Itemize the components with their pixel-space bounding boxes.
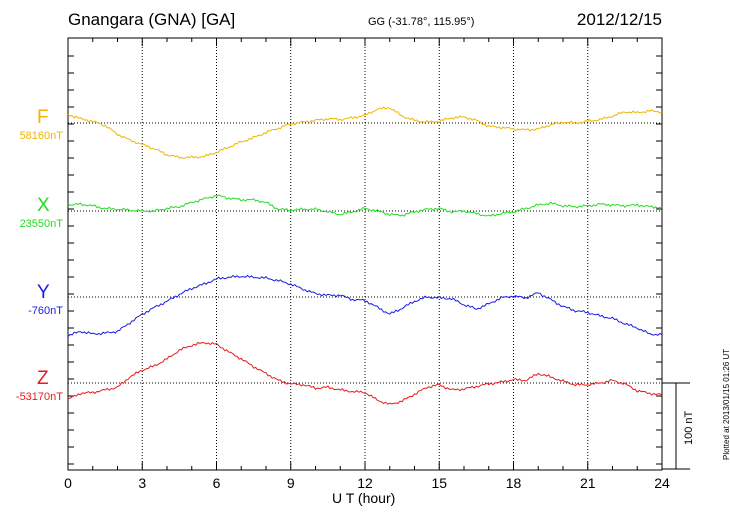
x-tick-label: 6 xyxy=(213,475,221,491)
series-baseline-f: 58160nT xyxy=(19,130,63,142)
x-tick-label: 18 xyxy=(506,475,522,491)
series-baseline-x: 23550nT xyxy=(19,218,63,230)
series-baseline-z: -53170nT xyxy=(15,391,63,403)
series-line-z xyxy=(67,341,663,405)
x-tick-label: 0 xyxy=(64,475,72,491)
plotted-at-credit: Plotted at 2013/01/15 01:26 UT xyxy=(722,348,730,460)
x-tick-label: 12 xyxy=(357,475,373,491)
series-name-x: X xyxy=(37,195,50,216)
series-name-y: Y xyxy=(37,282,50,303)
x-tick-label: 24 xyxy=(654,475,670,491)
x-tick-label: 3 xyxy=(138,475,146,491)
coordinates-label: GG (-31.78°, 115.95°) xyxy=(368,16,475,28)
scale-bar-label: 100 nT xyxy=(683,410,695,445)
x-axis-title: U T (hour) xyxy=(332,490,396,506)
series-name-f: F xyxy=(37,107,49,128)
x-tick-label: 9 xyxy=(287,475,295,491)
series-line-x xyxy=(67,194,663,217)
x-tick-label: 15 xyxy=(431,475,447,491)
series-line-y xyxy=(67,274,663,338)
x-tick-label: 21 xyxy=(580,475,596,491)
station-title: Gnangara (GNA) [GA] xyxy=(68,10,236,29)
series-line-f xyxy=(67,106,663,159)
series-name-z: Z xyxy=(37,368,49,389)
plot-date: 2012/12/15 xyxy=(576,10,662,29)
series-baseline-y: -760nT xyxy=(28,305,63,317)
